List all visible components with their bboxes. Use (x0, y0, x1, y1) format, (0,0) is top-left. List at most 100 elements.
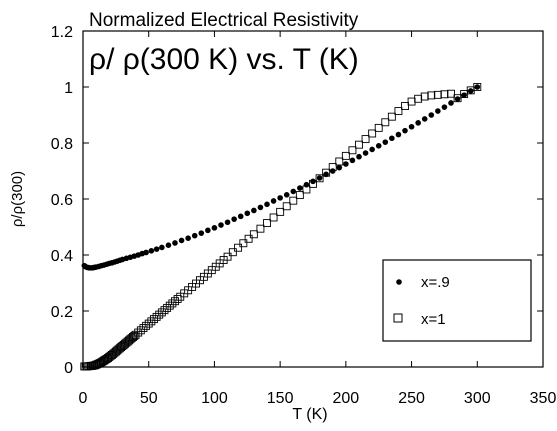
data-point-x-1 (244, 234, 253, 243)
data-point-x-0.9 (310, 178, 316, 185)
data-point-x-1 (263, 219, 271, 228)
data-point-x-0.9 (231, 216, 237, 222)
legend-box (382, 259, 532, 342)
x-tick-label: 350 (530, 390, 557, 407)
chart-subtitle: ρ/ ρ(300 K) vs. T (K) (89, 43, 359, 76)
y-tick-label: 0.2 (51, 304, 73, 321)
legend-marker-x-0.9 (396, 279, 402, 285)
chart-title: Normalized Electrical Resistivity (89, 10, 359, 31)
data-point-x-1 (315, 174, 324, 183)
data-point-x-1 (374, 123, 383, 132)
data-point-x-1 (394, 107, 403, 116)
data-point-x-1 (160, 306, 169, 315)
data-point-x-1 (239, 239, 248, 248)
data-point-x-0.9 (303, 181, 310, 188)
data-point-x-0.9 (153, 246, 160, 252)
data-point-x-1 (144, 319, 153, 328)
data-point-x-1 (228, 248, 237, 257)
y-tick-label: 1 (64, 80, 73, 97)
data-point-x-0.9 (257, 204, 264, 211)
data-point-x-1 (142, 321, 151, 330)
data-point-x-0.9 (343, 161, 349, 167)
x-tick-label: 150 (267, 390, 294, 407)
data-point-x-0.9 (402, 127, 408, 134)
data-point-x-0.9 (237, 213, 244, 220)
data-point-x-1 (128, 333, 137, 341)
x-axis-label: T (K) (292, 406, 327, 423)
y-axis-label: ρ/ρ(300) (9, 171, 26, 227)
data-point-x-0.9 (421, 116, 428, 122)
data-point-x-1 (276, 207, 285, 216)
data-point-x-1 (256, 224, 265, 233)
data-point-x-0.9 (165, 242, 172, 248)
data-point-x-1 (171, 297, 179, 306)
x-tick-label: 0 (79, 390, 88, 407)
y-tick-label: 1.2 (51, 24, 73, 41)
y-axis: 0 0.2 0.4 0.6 0.8 1 1.2 (51, 24, 543, 377)
data-point-x-1 (447, 89, 455, 98)
series-x-1 (80, 83, 482, 371)
data-point-x-0.9 (277, 195, 283, 201)
data-point-x-1 (348, 146, 357, 155)
data-point-x-1 (152, 312, 161, 321)
legend-label-x-0.9: x=.9 (421, 274, 450, 291)
y-tick-label: 0.6 (51, 192, 73, 209)
data-point-x-1 (440, 90, 449, 99)
data-point-x-0.9 (218, 222, 224, 228)
data-point-x-1 (433, 90, 442, 99)
data-point-x-1 (328, 163, 337, 172)
data-point-x-0.9 (283, 192, 290, 198)
data-point-x-1 (355, 140, 363, 149)
x-tick-label: 200 (333, 390, 360, 407)
data-point-x-1 (295, 191, 304, 200)
data-point-x-1 (414, 94, 423, 103)
legend: x=.9 x=1 (382, 259, 532, 342)
data-point-x-1 (136, 326, 145, 335)
data-point-x-0.9 (389, 135, 395, 142)
data-point-x-0.9 (316, 175, 323, 181)
data-point-x-0.9 (211, 225, 218, 231)
data-point-x-0.9 (474, 84, 481, 90)
data-point-x-0.9 (336, 164, 343, 171)
x-tick-label: 50 (140, 390, 158, 407)
data-point-x-1 (289, 196, 298, 205)
data-point-x-1 (269, 213, 278, 222)
y-tick-label: 0.4 (51, 248, 73, 265)
data-point-x-1 (173, 295, 182, 303)
data-point-x-0.9 (448, 100, 454, 106)
legend-marker-x-1 (393, 313, 403, 323)
x-tick-label: 300 (464, 390, 491, 407)
data-point-x-0.9 (159, 244, 165, 251)
data-point-x-0.9 (297, 185, 303, 191)
data-point-x-0.9 (191, 232, 198, 239)
data-point-x-1 (368, 129, 377, 138)
data-point-x-0.9 (369, 146, 375, 153)
data-point-x-1 (155, 310, 164, 319)
data-point-x-0.9 (185, 235, 191, 241)
data-point-x-1 (139, 324, 148, 333)
data-point-x-0.9 (224, 219, 231, 226)
data-point-x-1 (223, 252, 232, 261)
data-point-x-1 (407, 97, 416, 106)
series-x-0.9 (81, 84, 481, 271)
data-point-x-0.9 (244, 210, 251, 217)
data-point-x-0.9 (264, 201, 270, 208)
data-point-x-1 (168, 299, 177, 308)
data-point-x-1 (157, 308, 166, 317)
data-point-x-1 (134, 328, 143, 337)
data-point-x-0.9 (454, 96, 461, 102)
data-point-x-0.9 (395, 131, 402, 138)
data-point-x-0.9 (461, 92, 467, 98)
data-point-x-1 (150, 315, 158, 324)
data-point-x-1 (249, 230, 258, 239)
data-point-x-0.9 (198, 230, 205, 236)
data-point-x-0.9 (428, 112, 435, 118)
data-point-x-1 (401, 102, 409, 110)
x-tick-label: 250 (398, 390, 425, 407)
data-point-x-1 (453, 94, 462, 103)
data-point-x-0.9 (435, 108, 441, 114)
data-point-x-1 (322, 168, 331, 177)
data-point-x-1 (361, 135, 370, 144)
data-point-x-0.9 (382, 139, 389, 145)
